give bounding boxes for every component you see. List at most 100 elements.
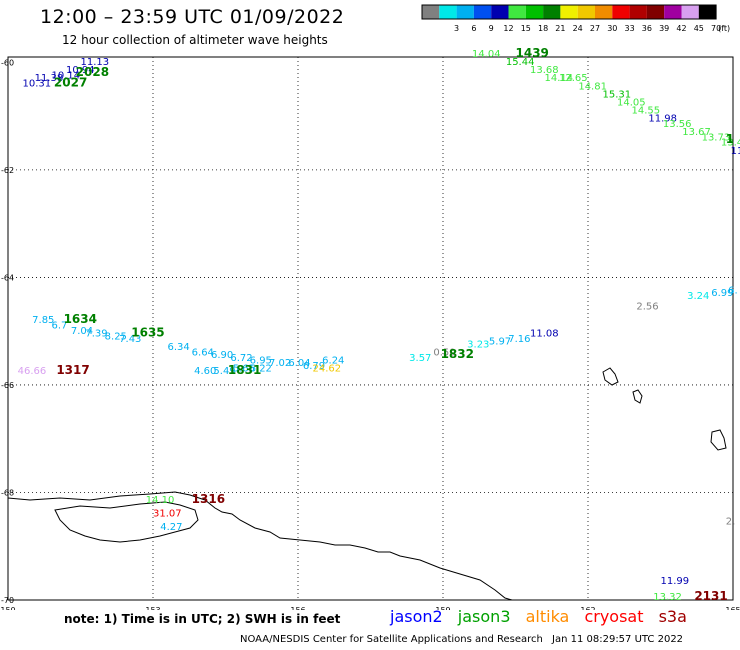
scale-unit: (ft)	[718, 24, 730, 33]
wave-height-label: 7.39	[85, 329, 107, 340]
scale-label: 9	[489, 24, 494, 33]
wave-height-label: 6.79	[303, 361, 325, 372]
pass-time-label: 1	[726, 132, 734, 146]
wave-height-label: 7.43	[119, 334, 141, 345]
scale-label: 3	[454, 24, 459, 33]
wave-height-label: 3.24	[687, 291, 709, 302]
legend-s3a: s3a	[658, 607, 687, 626]
scale-label: 42	[676, 24, 686, 33]
scale-swatch	[629, 5, 647, 19]
scale-label: 45	[694, 24, 704, 33]
lat-tick-label: -60	[1, 58, 14, 67]
scale-swatch	[698, 5, 717, 19]
scale-label: 12	[503, 24, 513, 33]
lon-tick-label: 165	[725, 606, 740, 610]
coastline	[7, 491, 513, 601]
scale-label: 24	[573, 24, 583, 33]
lon-tick-label: 159	[435, 606, 450, 610]
wave-height-label: 14.04	[472, 49, 501, 60]
lon-tick-label: 150	[0, 606, 15, 610]
scale-swatch	[491, 5, 509, 19]
lon-tick-label: 162	[580, 606, 595, 610]
wave-height-label: 6.90	[211, 350, 233, 361]
pass-time-label: 2131	[694, 589, 727, 603]
color-scale-legend: 3 6 9 12 15 18 21 24 27 30 33 36 39 42 45 70(ft)	[421, 4, 730, 33]
wave-height-label: 11.38	[35, 73, 64, 84]
legend-cryosat: cryosat	[584, 607, 644, 626]
wave-height-label: 6.34	[168, 342, 190, 353]
wave-height-label: 7.02	[269, 358, 291, 369]
scale-label: 30	[607, 24, 617, 33]
wave-height-label: 24.62	[313, 364, 342, 375]
island-outline	[632, 389, 643, 404]
wave-height-label: 6.95	[250, 355, 272, 366]
pass-time-label: 1831	[228, 363, 261, 377]
scale-swatch	[664, 5, 682, 19]
wave-height-label: 5.49	[213, 366, 235, 377]
wave-height-label: 6.22	[250, 364, 272, 375]
wave-height-label: 4.60	[194, 366, 216, 377]
wave-height-label: 14.14	[545, 73, 574, 84]
scale-label: 39	[659, 24, 669, 33]
wave-height-label: 2.56	[636, 302, 658, 313]
wave-height-label: 11.13	[81, 57, 110, 68]
footer-note: note: 1) Time is in UTC; 2) SWH is in fe…	[64, 612, 341, 626]
scale-label: 70	[711, 24, 721, 33]
wave-height-label: 7.16	[508, 334, 530, 345]
map-subtitle: 12 hour collection of altimeter wave hei…	[62, 33, 328, 47]
scale-swatch	[646, 5, 665, 19]
wave-height-label: 13.32	[653, 592, 682, 603]
wave-height-label: 13.56	[663, 119, 692, 130]
wave-height-label: 0.50	[433, 347, 455, 358]
credit-line: NOAA/NESDIS Center for Satellite Applica…	[240, 634, 543, 645]
wave-height-label: 8.25	[105, 331, 127, 342]
lon-tick-label: 156	[290, 606, 305, 610]
wave-height-label: 6.99	[711, 288, 733, 299]
wave-height-label: 14.55	[632, 105, 661, 116]
wave-height-label: 13.67	[682, 127, 711, 138]
pass-time-label: 2028	[76, 65, 109, 79]
wave-height-label: 10.31	[23, 79, 52, 90]
wave-height-label: 2.	[726, 517, 736, 528]
wave-height-label: 10.94	[66, 65, 95, 76]
pass-time-label: 1634	[64, 312, 97, 326]
wave-height-label: 12.65	[559, 73, 588, 84]
scale-swatch	[422, 5, 440, 19]
scale-swatch	[525, 5, 544, 19]
wave-height-label: 4.27	[160, 522, 182, 533]
lat-tick-label: -68	[1, 488, 14, 497]
legend-jason3: jason3	[457, 607, 511, 626]
wave-height-label: 5.97	[489, 337, 511, 348]
lat-tick-label: -66	[1, 381, 14, 390]
wave-height-label: 13.4	[721, 138, 740, 149]
scale-label: 33	[625, 24, 635, 33]
wave-height-label: 14.81	[578, 81, 607, 92]
wave-height-label: 31.07	[153, 509, 182, 520]
legend-altika: altika	[525, 607, 570, 626]
wave-height-label: 13.68	[530, 65, 559, 76]
island-outline	[602, 367, 619, 386]
scale-swatch	[439, 5, 457, 19]
satellite-legend: jason2 jason3 altika cryosat s3a	[390, 607, 697, 626]
island-outline	[710, 429, 727, 451]
wave-height-label: 7.04	[71, 326, 93, 337]
wave-height-label: 10.14	[52, 71, 81, 82]
scale-label: 6	[471, 24, 476, 33]
wave-height-label: 6.64	[192, 347, 214, 358]
wave-height-label: 14.10	[146, 495, 175, 506]
wave-height-label: 3.57	[409, 353, 431, 364]
lon-tick-label: 153	[145, 606, 160, 610]
lat-tick-label: -62	[1, 166, 14, 175]
wave-height-label: 46.66	[18, 366, 47, 377]
scale-swatch	[473, 5, 492, 19]
scale-swatch	[560, 5, 578, 19]
wave-height-label: 15.44	[506, 57, 535, 68]
ice-shelf-outline	[54, 501, 199, 543]
scale-swatch	[577, 5, 595, 19]
pass-time-label: 1439	[516, 46, 549, 60]
wave-height-label: 13.73	[702, 132, 731, 143]
pass-time-label: 1635	[131, 326, 164, 340]
altimeter-map: 150 153 156 159 162 165 -60 -62 -64 -66 -68 -70 10.3…	[0, 46, 740, 610]
generated-time: Jan 11 08:29:57 UTC 2022	[552, 634, 684, 645]
wave-height-label: 6.	[728, 286, 738, 297]
